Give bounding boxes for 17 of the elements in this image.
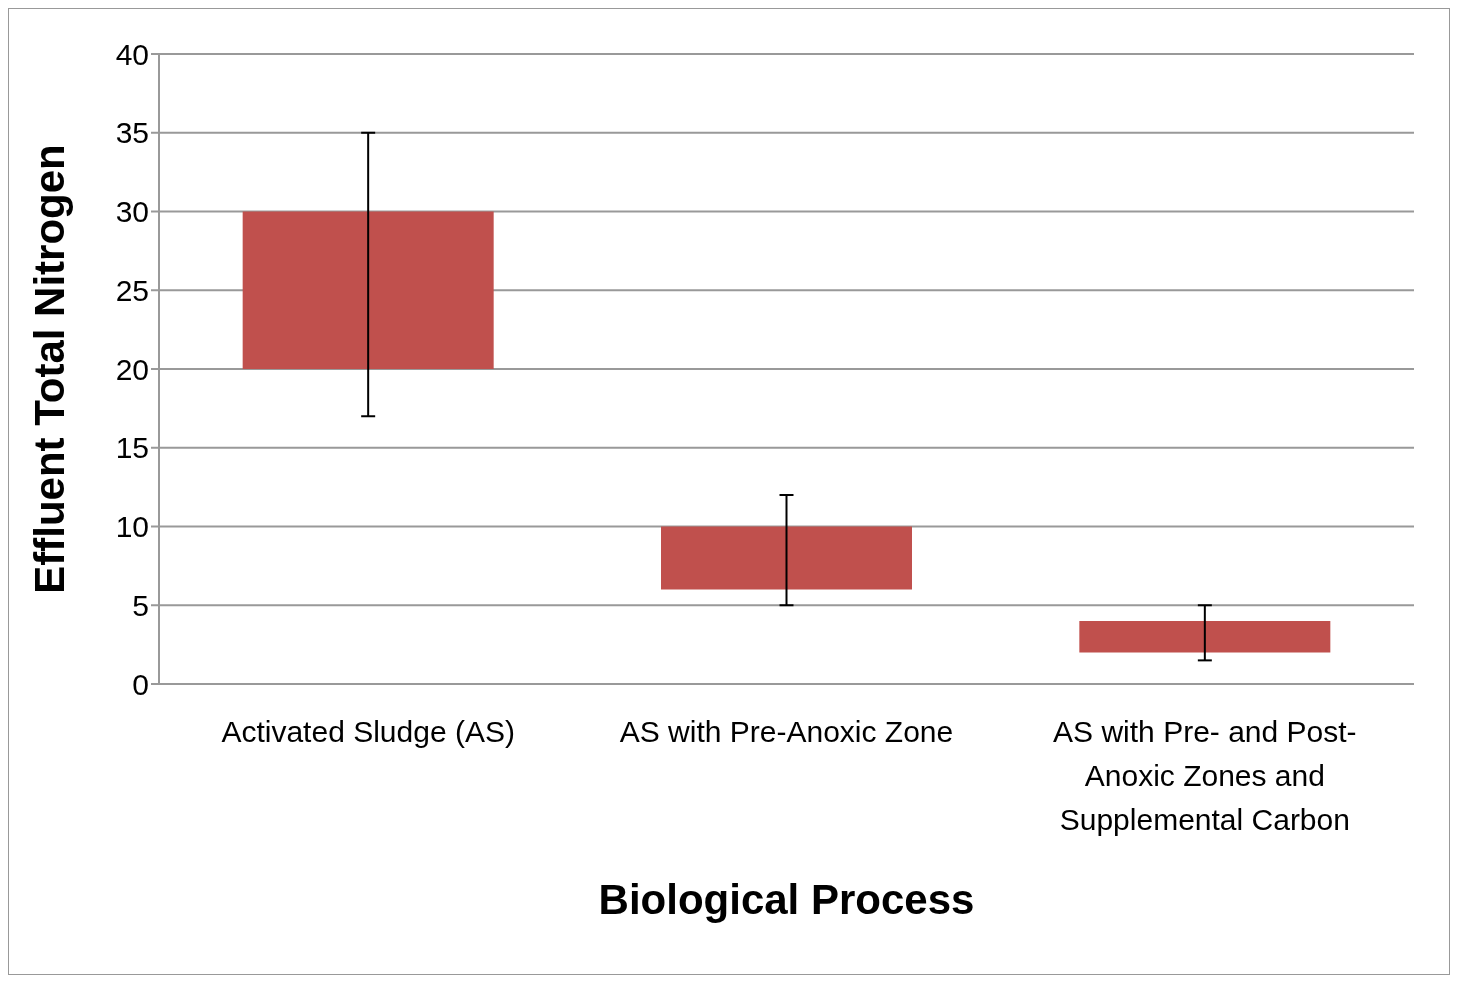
y-tick-label: 40 [115, 37, 149, 71]
bar [242, 211, 494, 369]
y-tick-label: 5 [132, 588, 149, 622]
x-tick-label: AS with Pre-Anoxic Zone [619, 715, 954, 748]
x-tick-label: Activated Sludge (AS) [221, 715, 515, 748]
y-tick-label: 25 [115, 273, 149, 307]
y-tick-label: 0 [132, 667, 149, 701]
bar [1079, 621, 1331, 653]
y-tick-label: 15 [115, 431, 149, 465]
y-tick-label: 10 [115, 510, 149, 544]
x-tick-label: AS with Pre- and Post-Anoxic Zones and Supplemental Carbon [1053, 715, 1357, 836]
x-axis-title: Biological Process [598, 876, 975, 923]
y-tick-label: 35 [115, 116, 149, 150]
y-axis-title: Effluent Total Nitrogen [25, 144, 73, 594]
y-tick-label: 30 [115, 195, 149, 229]
bar [661, 526, 912, 590]
y-tick-label: 20 [115, 352, 149, 386]
